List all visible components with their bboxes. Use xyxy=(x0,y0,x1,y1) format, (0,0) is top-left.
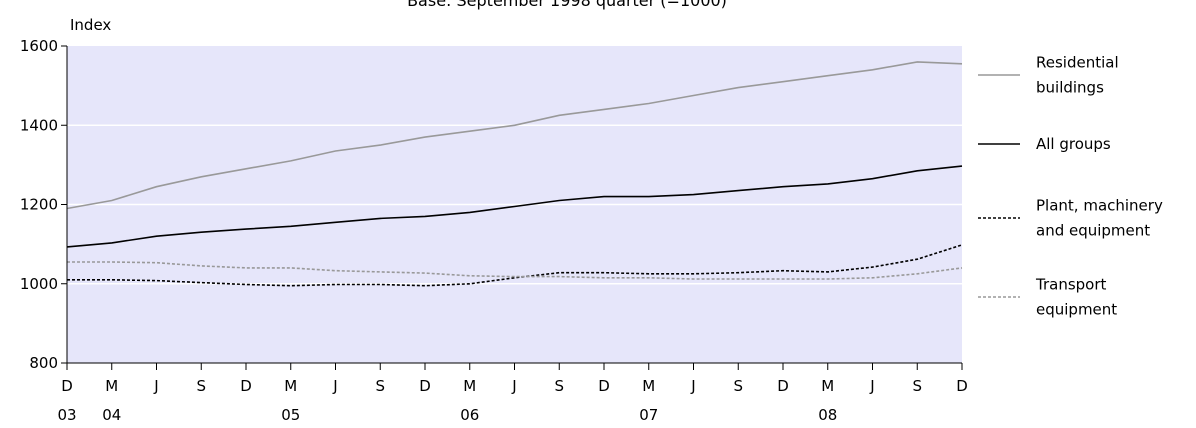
y-tick-label: 800 xyxy=(29,354,58,372)
legend-label: Transport equipment xyxy=(1035,276,1117,319)
x-tick-label: S xyxy=(375,377,385,395)
x-tick-label: M xyxy=(463,377,476,395)
x-tick-label: D xyxy=(61,377,73,395)
x-tick-label: S xyxy=(912,377,922,395)
x-year-label: 03 xyxy=(57,406,76,424)
y-tick-label: 1400 xyxy=(20,116,58,134)
x-tick-label: S xyxy=(196,377,206,395)
y-tick-label: 1600 xyxy=(20,37,58,55)
series-line xyxy=(67,261,963,280)
x-tick-label: S xyxy=(733,377,743,395)
x-tick-label: J xyxy=(690,377,695,395)
x-tick-label: M xyxy=(642,377,655,395)
x-tick-label: D xyxy=(777,377,789,395)
x-tick-label: M xyxy=(821,377,834,395)
x-tick-label: S xyxy=(554,377,564,395)
x-year-label: 05 xyxy=(281,406,300,424)
legend-label: Plant, machinery and equipment xyxy=(1036,197,1163,240)
x-tick-label: M xyxy=(105,377,118,395)
x-tick-label: J xyxy=(153,377,158,395)
series-line xyxy=(66,61,963,210)
x-tick-label: D xyxy=(419,377,431,395)
legend: Residential buildings All groups Plant, mac… xyxy=(978,54,1163,319)
plot-area xyxy=(67,46,962,363)
axes: 800 1000 1200 1400 1600 D M J S D M J S D M J S D M J S D M J S D… xyxy=(20,37,968,424)
x-tick-label: J xyxy=(511,377,516,395)
y-axis-label: Index xyxy=(70,16,111,34)
x-tick-label: D xyxy=(240,377,252,395)
legend-label: All groups xyxy=(1036,135,1111,153)
x-year-label: 04 xyxy=(102,406,121,424)
x-tick-label: M xyxy=(284,377,297,395)
x-year-label: 06 xyxy=(460,406,479,424)
x-tick-label: J xyxy=(869,377,874,395)
series-line xyxy=(66,165,963,248)
x-year-label: 07 xyxy=(639,406,658,424)
series-line xyxy=(67,244,963,287)
x-tick-label: J xyxy=(332,377,337,395)
x-tick-label: D xyxy=(956,377,968,395)
x-year-label: 08 xyxy=(818,406,837,424)
chart-title: Base: September 1998 quarter (=1000) xyxy=(407,0,727,10)
y-tick-label: 1000 xyxy=(20,275,58,293)
series-lines xyxy=(66,61,963,287)
y-tick-label: 1200 xyxy=(20,196,58,214)
legend-label: Residential buildings xyxy=(1036,54,1119,97)
x-tick-label: D xyxy=(598,377,610,395)
